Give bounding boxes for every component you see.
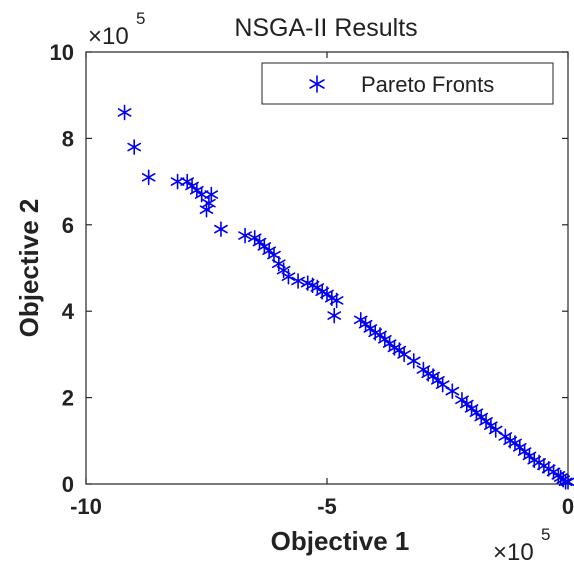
legend-box [261,62,554,105]
y-axis-ticks: 0 2 4 6 8 10 [50,40,568,497]
y-axis-exponent: ×10 5 [88,9,145,50]
x-tick-label: -10 [70,494,102,519]
data-point [204,186,219,203]
y-tick-label: 10 [50,40,74,65]
data-point [202,195,216,211]
y-axis-label: Objective 2 [14,199,44,338]
x-exponent-base: ×10 [493,539,534,564]
data-point [558,474,573,490]
x-exponent-power: 5 [541,525,550,544]
data-point [329,292,344,309]
x-tick-label: -5 [317,494,337,519]
legend-marker [309,75,325,93]
y-tick-label: 6 [62,213,74,238]
data-point [281,268,296,285]
data-point [561,474,574,490]
y-exponent-power: 5 [136,9,145,28]
chart-title: NSGA-II Results [234,14,417,42]
y-tick-label: 0 [62,472,74,497]
data-point [291,273,305,289]
data-point [445,383,460,399]
legend-label: Pareto Fronts [361,72,494,97]
data-point [238,227,252,244]
data-point [141,169,156,186]
data-points [117,104,574,490]
legend-marker-glyph [309,75,325,93]
y-tick-label: 2 [62,386,74,411]
plot-area [85,51,569,485]
data-point [117,104,132,121]
data-point [127,139,142,155]
data-point [214,221,228,237]
data-point [327,307,342,324]
y-tick-label: 4 [62,299,75,324]
data-point [406,353,421,369]
x-axis-label: Objective 1 [271,526,410,556]
y-tick-label: 8 [62,126,74,151]
x-tick-label: 0 [562,494,574,519]
x-axis-ticks: -10 -5 0 [70,52,574,519]
legend: Pareto Fronts [261,62,554,105]
x-axis-exponent: ×10 5 [493,525,550,564]
y-exponent-base: ×10 [88,23,129,50]
